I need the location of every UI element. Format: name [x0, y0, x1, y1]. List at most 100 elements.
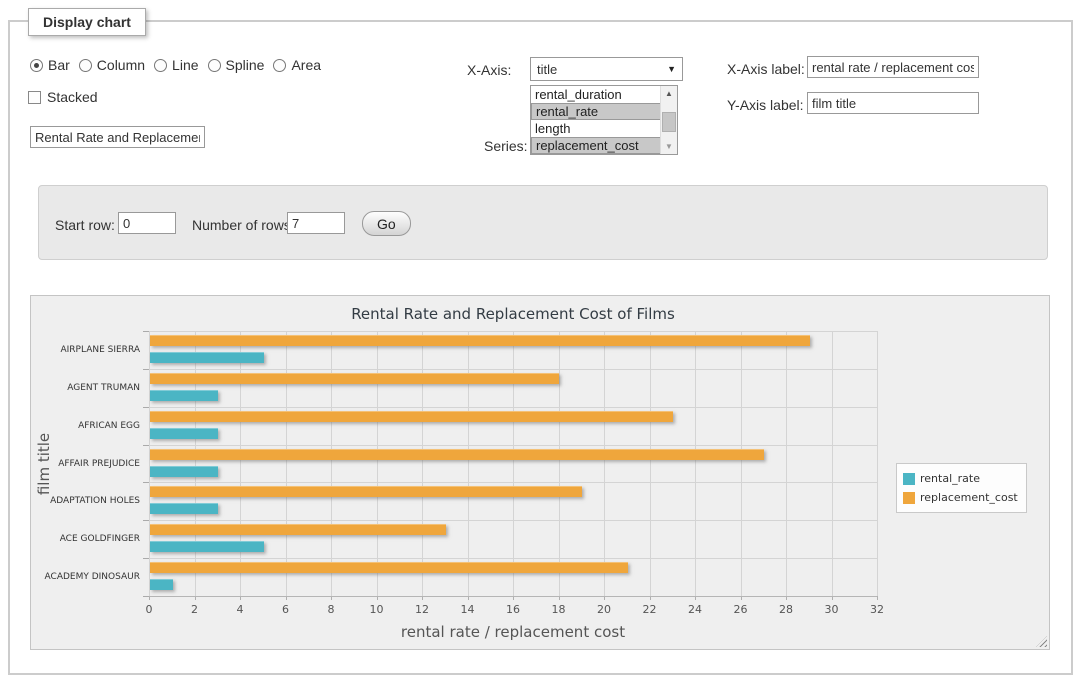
bar-rental_rate[interactable]: [150, 352, 264, 363]
bar-rental_rate[interactable]: [150, 428, 218, 439]
x-axis-select-value: title: [537, 62, 557, 77]
bar-rental_rate[interactable]: [150, 466, 218, 477]
chart-type-option-area[interactable]: Area: [273, 57, 321, 73]
bar-replacement_cost[interactable]: [150, 373, 559, 384]
bar-replacement_cost[interactable]: [150, 411, 673, 422]
gridline: [240, 331, 241, 596]
gridline: [149, 520, 877, 521]
x-tick-label: 16: [498, 603, 528, 616]
gridline: [331, 331, 332, 596]
category-label: ACE GOLDFINGER: [31, 534, 140, 544]
radio-label: Area: [291, 57, 321, 73]
y-tick-mark: [143, 331, 149, 332]
category-label: AIRPLANE SIERRA: [31, 345, 140, 355]
row-controls-box: [38, 185, 1048, 260]
gridline: [195, 331, 196, 596]
x-tick-label: 14: [453, 603, 483, 616]
legend-swatch-icon: [903, 492, 915, 504]
bar-replacement_cost[interactable]: [150, 335, 810, 346]
gridline: [786, 331, 787, 596]
radio-selected-dot: [34, 63, 39, 68]
legend-item-replacement_cost[interactable]: replacement_cost: [903, 488, 1018, 507]
resize-handle-icon[interactable]: [1036, 636, 1047, 647]
radio-icon[interactable]: [273, 59, 286, 72]
legend-item-rental_rate[interactable]: rental_rate: [903, 469, 1018, 488]
x-tick-mark: [877, 596, 878, 600]
gridline: [650, 331, 651, 596]
radio-label: Column: [97, 57, 145, 73]
gridline: [513, 331, 514, 596]
radio-label: Bar: [48, 57, 70, 73]
x-tick-label: 0: [134, 603, 164, 616]
y-tick-mark: [143, 558, 149, 559]
gridline: [149, 369, 877, 370]
legend-label: replacement_cost: [920, 491, 1018, 504]
x-tick-label: 18: [544, 603, 574, 616]
start-row-input[interactable]: [118, 212, 176, 234]
bar-replacement_cost[interactable]: [150, 524, 446, 535]
legend-swatch-icon: [903, 473, 915, 485]
bar-replacement_cost[interactable]: [150, 562, 628, 573]
chart-type-option-spline[interactable]: Spline: [208, 57, 265, 73]
chart-type-option-column[interactable]: Column: [79, 57, 145, 73]
series-listbox-scrollbar[interactable]: ▲ ▼: [660, 86, 677, 154]
chart-legend: rental_rate replacement_cost: [896, 463, 1027, 513]
num-rows-input[interactable]: [287, 212, 345, 234]
stacked-row[interactable]: Stacked: [28, 89, 98, 105]
radio-icon[interactable]: [79, 59, 92, 72]
bar-rental_rate[interactable]: [150, 503, 218, 514]
radio-icon[interactable]: [154, 59, 167, 72]
series-option-length[interactable]: length: [531, 120, 660, 137]
x-tick-label: 4: [225, 603, 255, 616]
y-tick-mark: [143, 407, 149, 408]
bar-replacement_cost[interactable]: [150, 486, 582, 497]
x-tick-label: 26: [726, 603, 756, 616]
gridline: [149, 407, 877, 408]
gridline: [149, 331, 150, 596]
x-tick-label: 6: [271, 603, 301, 616]
gridline: [149, 445, 877, 446]
x-tick-label: 30: [817, 603, 847, 616]
series-listbox-items: rental_durationrental_ratelengthreplacem…: [531, 86, 660, 154]
series-option-replacement_cost[interactable]: replacement_cost: [531, 137, 660, 154]
bar-replacement_cost[interactable]: [150, 449, 764, 460]
num-rows-label: Number of rows:: [192, 217, 295, 233]
gridline: [559, 331, 560, 596]
radio-icon[interactable]: [208, 59, 221, 72]
gridline: [468, 331, 469, 596]
go-button[interactable]: Go: [362, 211, 411, 236]
bar-rental_rate[interactable]: [150, 390, 218, 401]
series-option-rental_duration[interactable]: rental_duration: [531, 86, 660, 103]
chart-type-option-line[interactable]: Line: [154, 57, 198, 73]
x-tick-label: 24: [680, 603, 710, 616]
x-tick-label: 8: [316, 603, 346, 616]
chart-type-row: Bar Column Line Spline Area: [30, 57, 330, 73]
gridline: [695, 331, 696, 596]
scroll-up-icon[interactable]: ▲: [661, 86, 677, 101]
y-tick-mark: [143, 482, 149, 483]
y-axis-label-input[interactable]: [807, 92, 979, 114]
gridline: [422, 331, 423, 596]
y-axis-label-label: Y-Axis label:: [727, 97, 804, 113]
series-listbox[interactable]: rental_durationrental_ratelengthreplacem…: [530, 85, 678, 155]
gridline: [149, 331, 877, 332]
x-axis-title: rental rate / replacement cost: [149, 623, 877, 641]
series-option-rental_rate[interactable]: rental_rate: [531, 103, 660, 120]
chart-title-input[interactable]: [30, 126, 205, 148]
bar-rental_rate[interactable]: [150, 541, 264, 552]
chart-type-option-bar[interactable]: Bar: [30, 57, 70, 73]
chevron-down-icon: ▼: [667, 64, 676, 74]
scrollbar-thumb[interactable]: [662, 112, 676, 132]
y-axis-title: film title: [35, 429, 53, 499]
gridline: [149, 558, 877, 559]
x-axis-label-input[interactable]: [807, 56, 979, 78]
series-select-label: Series:: [484, 138, 528, 154]
legend-label: rental_rate: [920, 472, 980, 485]
gridline: [604, 331, 605, 596]
radio-label: Spline: [226, 57, 265, 73]
stacked-checkbox[interactable]: [28, 91, 41, 104]
radio-icon[interactable]: [30, 59, 43, 72]
bar-rental_rate[interactable]: [150, 579, 173, 590]
scroll-down-icon[interactable]: ▼: [661, 139, 677, 154]
x-axis-select[interactable]: title ▼: [530, 57, 683, 81]
